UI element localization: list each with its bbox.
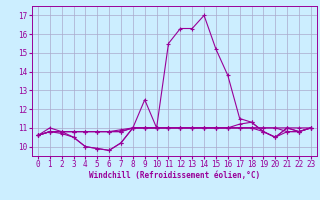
X-axis label: Windchill (Refroidissement éolien,°C): Windchill (Refroidissement éolien,°C) [89, 171, 260, 180]
